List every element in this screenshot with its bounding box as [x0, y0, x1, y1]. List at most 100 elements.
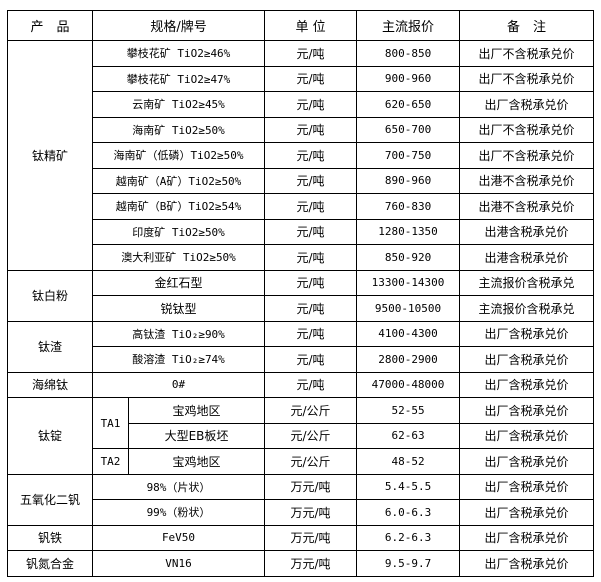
note-cell: 出厂含税承兑价: [459, 371, 595, 398]
price-cell: 9.5-9.7: [356, 550, 461, 577]
spec-cell: 宝鸡地区: [127, 448, 266, 475]
unit-cell: 元/吨: [264, 193, 358, 220]
price-cell: 800-850: [356, 40, 461, 67]
price-cell: 700-750: [356, 142, 461, 169]
table-row: 印度矿 TiO2≥50% 元/吨 1280-1350 出港含税承兑价: [8, 218, 595, 245]
price-cell: 760-830: [356, 193, 461, 220]
header-spec: 规格/牌号: [91, 10, 266, 41]
unit-cell: 元/吨: [264, 320, 358, 347]
table-row: 钒氮合金 VN16 万元/吨 9.5-9.7 出厂含税承兑价: [7, 550, 595, 577]
unit-cell: 元/吨: [264, 346, 358, 373]
note-cell: 出厂含税承兑价: [459, 346, 595, 373]
note-cell: 出厂含税承兑价: [459, 320, 595, 347]
spec-cell: 宝鸡地区: [127, 397, 266, 424]
spec-cell: 海南矿（低磷）TiO2≥50%: [91, 142, 266, 169]
spec-cell: 0#: [91, 371, 266, 398]
price-cell: 890-960: [356, 167, 461, 194]
price-cell: 1280-1350: [356, 218, 461, 245]
price-cell: 6.2-6.3: [356, 524, 461, 551]
note-cell: 出厂不含税承兑价: [459, 116, 595, 143]
price-cell: 62-63: [356, 422, 461, 449]
spec-cell: 澳大利亚矿 TiO2≥50%: [91, 244, 266, 271]
spec-cell: 99%（粉状）: [91, 499, 266, 526]
spec-cell: 攀枝花矿 TiO2≥46%: [91, 40, 266, 67]
unit-cell: 元/吨: [264, 218, 358, 245]
price-cell: 620-650: [356, 91, 461, 118]
unit-cell: 万元/吨: [264, 473, 358, 500]
price-cell: 52-55: [356, 397, 461, 424]
table-row: 海南矿 TiO2≥50% 元/吨 650-700 出厂不含税承兑价: [8, 116, 595, 143]
note-cell: 出港不含税承兑价: [459, 167, 595, 194]
product-cell: 钒氮合金: [7, 550, 93, 577]
spec-cell: 高钛渣 TiO₂≥90%: [91, 320, 266, 347]
unit-cell: 元/公斤: [264, 397, 358, 424]
table-row: 锐钛型 元/吨 9500-10500 主流报价含税承兑: [8, 295, 595, 322]
note-cell: 出厂含税承兑价: [459, 524, 595, 551]
product-cell: 钛白粉: [7, 269, 93, 322]
price-cell: 5.4-5.5: [356, 473, 461, 500]
product-cell: 海绵钛: [7, 371, 93, 398]
spec-cell: 印度矿 TiO2≥50%: [91, 218, 266, 245]
price-cell: 48-52: [356, 448, 461, 475]
header-note: 备 注: [459, 10, 595, 41]
table-row: 钛精矿 攀枝花矿 TiO2≥46% 元/吨 800-850 出厂不含税承兑价: [7, 40, 595, 271]
unit-cell: 万元/吨: [264, 499, 358, 526]
note-cell: 主流报价含税承兑: [459, 295, 595, 322]
table-row: 云南矿 TiO2≥45% 元/吨 620-650 出厂含税承兑价: [8, 91, 595, 118]
unit-cell: 元/吨: [264, 91, 358, 118]
table-row: 攀枝花矿 TiO2≥47% 元/吨 900-960 出厂不含税承兑价: [8, 65, 595, 92]
spec-cell: 攀枝花矿 TiO2≥47%: [91, 65, 266, 92]
table-row: TA2 宝鸡地区 元/公斤 48-52 出厂含税承兑价: [8, 448, 595, 475]
note-cell: 出厂不含税承兑价: [459, 40, 595, 67]
price-cell: 6.0-6.3: [356, 499, 461, 526]
price-cell: 9500-10500: [356, 295, 461, 322]
table-row: 越南矿（A矿）TiO2≥50% 元/吨 890-960 出港不含税承兑价: [8, 167, 595, 194]
note-cell: 出厂含税承兑价: [459, 91, 595, 118]
unit-cell: 万元/吨: [264, 524, 358, 551]
unit-cell: 元/吨: [264, 116, 358, 143]
table-row: 澳大利亚矿 TiO2≥50% 元/吨 850-920 出港含税承兑价: [8, 244, 595, 271]
table-row: 钒铁 FeV50 万元/吨 6.2-6.3 出厂含税承兑价: [7, 524, 595, 551]
price-cell: 900-960: [356, 65, 461, 92]
table-header: 产 品 规格/牌号 单 位 主流报价 备 注: [7, 10, 595, 41]
spec-cell: 海南矿 TiO2≥50%: [91, 116, 266, 143]
note-cell: 出厂含税承兑价: [459, 448, 595, 475]
table-row: 钛锭 TA1 宝鸡地区 元/公斤 52-55 出厂含税承兑价: [7, 397, 595, 475]
unit-cell: 元/吨: [264, 167, 358, 194]
unit-cell: 元/公斤: [264, 422, 358, 449]
spec-cell: 越南矿（B矿）TiO2≥54%: [91, 193, 266, 220]
table-row: 越南矿（B矿）TiO2≥54% 元/吨 760-830 出港不含税承兑价: [8, 193, 595, 220]
spec-cell: 酸溶渣 TiO₂≥74%: [91, 346, 266, 373]
spec-cell: 大型EB板坯: [127, 422, 266, 449]
table-row: 钛渣 高钛渣 TiO₂≥90% 元/吨 4100-4300 出厂含税承兑价: [7, 320, 595, 373]
note-cell: 出厂含税承兑价: [459, 499, 595, 526]
table-row: 大型EB板坯 元/公斤 62-63 出厂含税承兑价: [8, 422, 595, 449]
header-product: 产 品: [7, 10, 93, 41]
table-row: 99%（粉状） 万元/吨 6.0-6.3 出厂含税承兑价: [8, 499, 595, 526]
spec-cell: 锐钛型: [91, 295, 266, 322]
price-table: 产 品 规格/牌号 单 位 主流报价 备 注 钛精矿 攀枝花矿 TiO2≥46% 元…: [7, 10, 595, 577]
unit-cell: 元/公斤: [264, 448, 358, 475]
header-unit: 单 位: [264, 10, 358, 41]
spec-cell: VN16: [91, 550, 266, 577]
grade-cell: TA2: [92, 448, 129, 475]
spec-cell: FeV50: [91, 524, 266, 551]
table-row: 海南矿（低磷）TiO2≥50% 元/吨 700-750 出厂不含税承兑价: [8, 142, 595, 169]
note-cell: 出厂含税承兑价: [459, 473, 595, 500]
price-cell: 47000-48000: [356, 371, 461, 398]
note-cell: 出港含税承兑价: [459, 244, 595, 271]
product-cell: 钛精矿: [7, 40, 93, 271]
spec-cell: 越南矿（A矿）TiO2≥50%: [91, 167, 266, 194]
unit-cell: 元/吨: [264, 40, 358, 67]
unit-cell: 万元/吨: [264, 550, 358, 577]
unit-cell: 元/吨: [264, 371, 358, 398]
product-cell: 钒铁: [7, 524, 93, 551]
spec-cell: 金红石型: [91, 269, 266, 296]
price-cell: 850-920: [356, 244, 461, 271]
product-cell: 五氧化二钒: [7, 473, 93, 526]
note-cell: 出港不含税承兑价: [459, 193, 595, 220]
grade-cell: TA1: [92, 397, 129, 449]
price-cell: 4100-4300: [356, 320, 461, 347]
product-cell: 钛渣: [7, 320, 93, 373]
header-price: 主流报价: [356, 10, 461, 41]
